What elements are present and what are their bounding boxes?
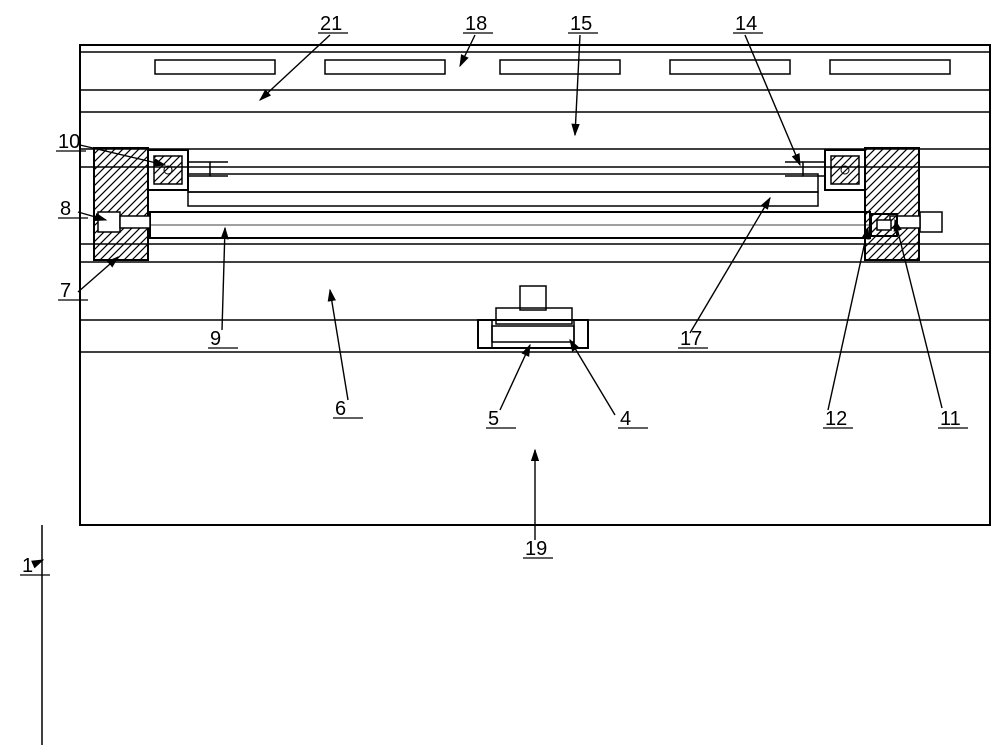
label-6: 6: [335, 398, 346, 420]
right-hatched-block: [865, 148, 919, 260]
bar-17-lower: [188, 192, 818, 206]
label-21: 21: [320, 13, 342, 35]
label-4: 4: [620, 408, 631, 430]
center-stem: [520, 286, 546, 310]
right-motor-11: [920, 212, 942, 232]
top-slot-3: [670, 60, 790, 74]
label-8: 8: [60, 198, 71, 220]
label-19: 19: [525, 538, 547, 560]
label-7: 7: [60, 280, 71, 302]
top-slot-4: [830, 60, 950, 74]
label-17: 17: [680, 328, 702, 350]
label-14: 14: [735, 13, 757, 35]
label-10: 10: [58, 131, 80, 153]
label-18: 18: [465, 13, 487, 35]
bar-17: [188, 174, 818, 192]
left-motor-8: [98, 212, 120, 232]
label-15: 15: [570, 13, 592, 35]
label-1: 1: [22, 555, 33, 577]
left-hatched-block: [94, 148, 148, 260]
label-9: 9: [210, 328, 221, 350]
top-slot-1: [325, 60, 445, 74]
label-5: 5: [488, 408, 499, 430]
label-12: 12: [825, 408, 847, 430]
label-11: 11: [940, 408, 961, 430]
top-slot-2: [500, 60, 620, 74]
top-slot-0: [155, 60, 275, 74]
